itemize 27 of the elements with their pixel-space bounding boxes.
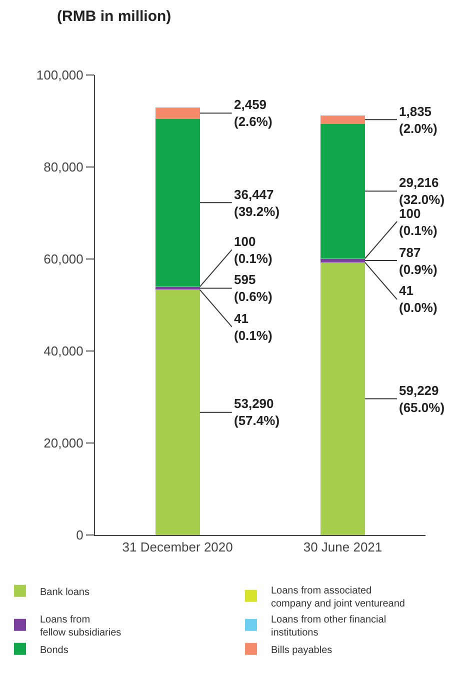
chart-title: (RMB in million): [57, 8, 172, 25]
legend-label: Loans from associated company and joint ventureand: [271, 585, 405, 610]
y-tick-label: 0: [76, 528, 84, 543]
data-label: 595 (0.6%): [234, 272, 272, 304]
data-label: 41 (0.0%): [399, 283, 438, 315]
data-label: 53,290 (57.4%): [234, 396, 280, 428]
data-label: 100 (0.1%): [234, 234, 272, 266]
data-label: 36,447 (39.2%): [234, 187, 280, 219]
data-label: 2,459 (2.6%): [234, 97, 272, 129]
data-label: 787 (0.9%): [399, 245, 438, 277]
legend-label: Loans from other financial institutions: [271, 614, 386, 638]
y-tick-label: 100,000: [36, 68, 84, 83]
data-label: 41 (0.1%): [234, 311, 272, 343]
y-tick-label: 40,000: [44, 344, 84, 359]
x-tick-label: 30 June 2021: [303, 540, 382, 555]
x-tick-label: 31 December 2020: [122, 540, 233, 555]
y-tick-label: 80,000: [44, 160, 84, 175]
legend-label: Bills payables: [271, 644, 332, 656]
data-label: 100 (0.1%): [399, 206, 438, 238]
data-label: 1,835 (2.0%): [399, 104, 438, 136]
legend-label: Loans from fellow subsidiaries: [40, 614, 122, 638]
data-label: 59,229 (65.0%): [399, 383, 445, 415]
y-tick-label: 60,000: [44, 252, 84, 267]
y-tick-label: 20,000: [44, 436, 84, 451]
legend-label: Bank loans: [40, 586, 90, 598]
data-label: 29,216 (32.0%): [399, 175, 445, 207]
legend-label: Bonds: [40, 644, 68, 656]
